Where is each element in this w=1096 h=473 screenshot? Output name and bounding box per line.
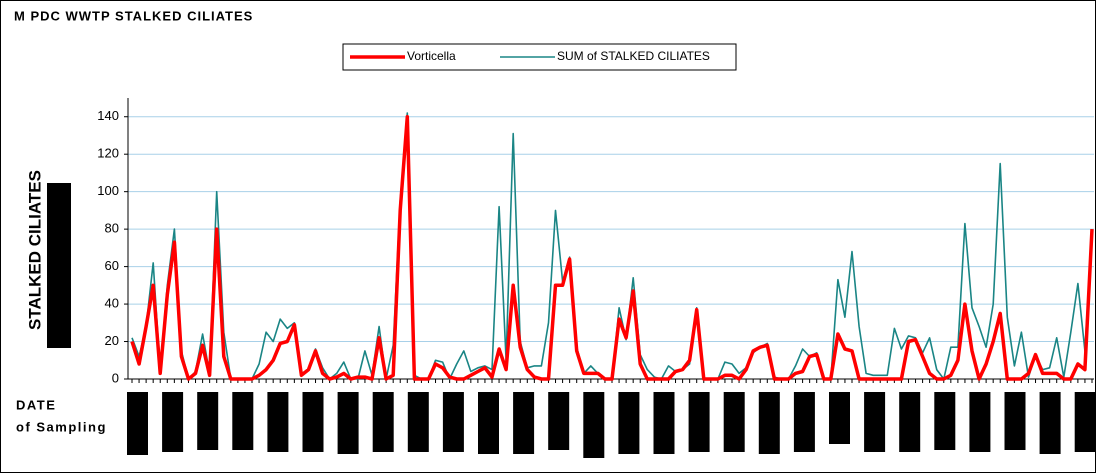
redaction xyxy=(934,392,956,450)
y-tick-label: 100 xyxy=(97,183,119,198)
series-line xyxy=(130,114,1094,381)
redaction xyxy=(723,392,745,452)
chart-title: M PDC WWTP STALKED CILIATES xyxy=(14,8,253,23)
redaction xyxy=(793,392,815,452)
redaction xyxy=(162,392,184,452)
redaction xyxy=(583,392,605,458)
redaction xyxy=(1004,392,1026,450)
redaction xyxy=(653,392,675,454)
redaction xyxy=(969,392,991,452)
redaction xyxy=(47,183,71,348)
y-tick-label: 120 xyxy=(97,146,119,161)
y-axis-label: STALKED CILIATES xyxy=(25,170,44,330)
redaction xyxy=(758,392,780,454)
redaction xyxy=(899,392,921,452)
redaction xyxy=(513,392,535,454)
redaction xyxy=(337,392,359,454)
redaction xyxy=(1039,392,1061,454)
y-tick-label: 40 xyxy=(105,296,119,311)
redaction xyxy=(618,392,640,454)
y-tick-label: 80 xyxy=(105,221,119,236)
redaction xyxy=(1074,392,1096,452)
redaction xyxy=(232,392,254,450)
y-tick-label: 60 xyxy=(105,258,119,273)
y-tick-label: 140 xyxy=(97,108,119,123)
redaction xyxy=(478,392,499,454)
legend-label: SUM of STALKED CILIATES xyxy=(557,49,710,63)
legend-label: Vorticella xyxy=(407,49,456,63)
x-axis-label: DATE xyxy=(16,397,56,412)
redaction xyxy=(372,392,394,452)
redaction xyxy=(127,392,148,455)
redaction xyxy=(864,392,886,452)
redaction xyxy=(197,392,219,450)
redaction xyxy=(442,392,464,452)
redaction xyxy=(548,392,570,450)
redaction xyxy=(688,392,710,452)
redaction xyxy=(407,392,429,452)
redaction xyxy=(267,392,289,452)
redaction xyxy=(302,392,324,452)
x-axis-label: of Sampling xyxy=(16,419,107,434)
redaction xyxy=(829,392,850,444)
y-tick-label: 0 xyxy=(112,370,119,385)
y-tick-label: 20 xyxy=(105,333,119,348)
